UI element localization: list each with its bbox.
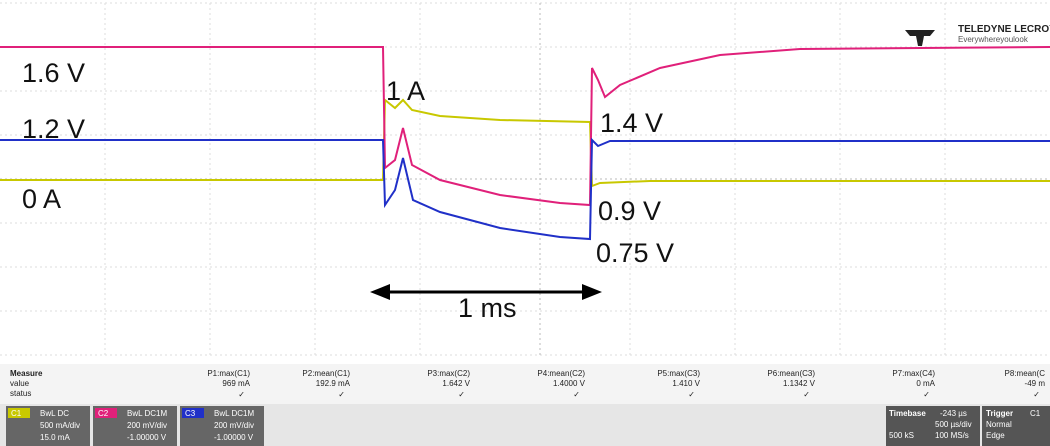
measure-status: ✓ (803, 390, 810, 399)
channel-scale: 200 mV/div (127, 421, 167, 430)
trigger-mode: Normal (986, 420, 1012, 429)
trace-c1 (0, 100, 1050, 186)
measure-name: P4:mean(C2) (537, 369, 585, 378)
row-label: value (10, 379, 30, 388)
timebase-label: Timebase (889, 409, 926, 418)
timebase: Timebase -243 µs 500 µs/div 500 kS 100 M… (886, 406, 980, 446)
measure-header: Measure (10, 369, 43, 378)
annotation: 0.75 V (596, 238, 674, 268)
scope-screen: 1.6 V 1.2 V 0 A 1 A 1.4 V 0.9 V 0.75 V 1… (0, 0, 1050, 446)
channel-coupling: BwL DC1M (127, 409, 167, 418)
logo-brand: TELEDYNE LECROY (958, 24, 1050, 35)
timebase-scale: 500 µs/div (935, 420, 972, 429)
channel-offset: -1.00000 V (127, 433, 167, 442)
measure-value: 192.9 mA (316, 379, 351, 388)
annotation: 1 A (386, 76, 425, 106)
timebase-delay: -243 µs (940, 409, 967, 418)
measure-name: P2:mean(C1) (302, 369, 350, 378)
measure-value: -49 m (1025, 379, 1046, 388)
logo: TELEDYNE LECROY Everywhereyoulook (905, 24, 1050, 46)
channel-offset: 15.0 mA (40, 433, 70, 442)
measure-value: 1.642 V (442, 379, 470, 388)
channel-id: C3 (185, 409, 196, 418)
annotation: 1.4 V (600, 108, 663, 138)
measure-name: P1:max(C1) (207, 369, 250, 378)
trigger-source: C1 (1030, 409, 1041, 418)
measure-name: P7:max(C4) (892, 369, 935, 378)
measure-value: 969 mA (222, 379, 250, 388)
annotation: 1.6 V (22, 58, 85, 88)
channel-id: C1 (11, 409, 22, 418)
timebase-samples: 500 kS (889, 431, 914, 440)
annotation: 0.9 V (598, 196, 661, 226)
channel-coupling: BwL DC1M (214, 409, 254, 418)
channel-coupling: BwL DC (40, 409, 69, 418)
trace-c3 (0, 140, 1050, 239)
page: 1.6 V 1.2 V 0 A 1 A 1.4 V 0.9 V 0.75 V 1… (0, 0, 1050, 446)
trigger-type: Edge (986, 431, 1005, 440)
channel-id: C2 (98, 409, 109, 418)
measure-value: 0 mA (916, 379, 935, 388)
measure-status: ✓ (923, 390, 930, 399)
measure-value: 1.410 V (672, 379, 700, 388)
logo-tagline: Everywhereyoulook (958, 35, 1029, 44)
row-label: status (10, 389, 31, 398)
measure-status: ✓ (458, 390, 465, 399)
measure-status: ✓ (688, 390, 695, 399)
waveforms (0, 47, 1050, 239)
annotation: 0 A (22, 184, 61, 214)
trigger: Trigger C1 Normal Edge (982, 406, 1050, 446)
measure-status: ✓ (338, 390, 345, 399)
measure-value: 1.4000 V (553, 379, 586, 388)
measure-status: ✓ (1033, 390, 1040, 399)
measure-name: P3:max(C2) (427, 369, 470, 378)
trigger-label: Trigger (986, 409, 1013, 418)
annotation: 1 ms (458, 293, 517, 323)
channel-scale: 200 mV/div (214, 421, 254, 430)
channel-scale: 500 mA/div (40, 421, 80, 430)
measure-name: P8:mean(C (1005, 369, 1046, 378)
timebase-rate: 100 MS/s (935, 431, 969, 440)
measure-name: P5:max(C3) (657, 369, 700, 378)
channel-offset: -1.00000 V (214, 433, 254, 442)
measure-status: ✓ (573, 390, 580, 399)
measure-status: ✓ (238, 390, 245, 399)
annotation: 1.2 V (22, 114, 85, 144)
measure-value: 1.1342 V (783, 379, 816, 388)
measure-name: P6:mean(C3) (767, 369, 815, 378)
